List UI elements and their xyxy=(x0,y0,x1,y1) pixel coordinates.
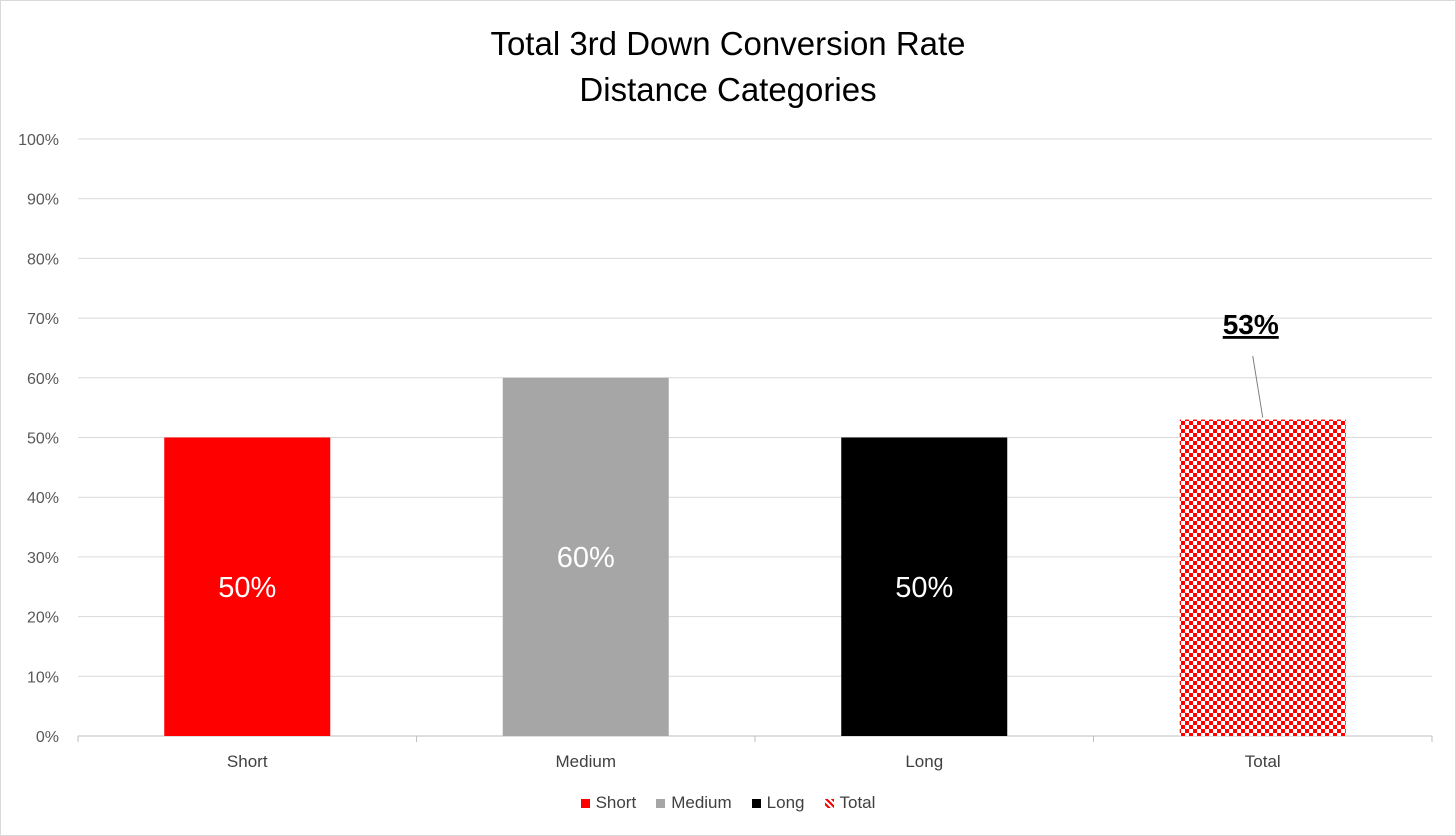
legend-swatch-short xyxy=(580,798,590,808)
y-tick-label: 30% xyxy=(27,550,59,567)
x-tick-label: Total xyxy=(1245,752,1281,771)
legend-swatch-medium xyxy=(656,798,666,808)
y-tick-label: 10% xyxy=(27,669,59,686)
data-label: 60% xyxy=(557,542,615,574)
x-tick-label: Long xyxy=(905,752,943,771)
x-tick-label: Medium xyxy=(556,752,616,771)
data-label: 50% xyxy=(895,572,953,604)
bar-long xyxy=(841,437,1008,736)
y-tick-label: 60% xyxy=(27,371,59,388)
legend-item-medium: Medium xyxy=(656,793,732,813)
legend-swatch-long xyxy=(751,798,761,808)
y-tick-label: 40% xyxy=(27,490,59,507)
y-tick-label: 0% xyxy=(36,729,59,746)
data-label: 53% xyxy=(1223,309,1279,340)
y-tick-label: 70% xyxy=(27,311,59,328)
data-label: 50% xyxy=(218,572,276,604)
legend-label-short: Short xyxy=(595,793,637,812)
x-tick-label: Short xyxy=(227,752,268,771)
legend-label-long: Long xyxy=(766,793,805,812)
chart-subtitle: Distance Categories xyxy=(579,71,877,108)
chart-legend: Short Medium Long Total xyxy=(1,793,1455,813)
bar-short xyxy=(164,437,331,736)
legend-item-short: Short xyxy=(580,793,637,813)
chart-title-line1: Total 3rd Down Conversion Rate xyxy=(490,25,966,62)
legend-label-total: Total xyxy=(839,793,876,812)
y-tick-label: 100% xyxy=(18,132,59,149)
y-tick-label: 50% xyxy=(27,431,59,448)
legend-item-long: Long xyxy=(751,793,805,813)
y-tick-label: 90% xyxy=(27,192,59,209)
bar-total xyxy=(1179,419,1346,736)
y-tick-label: 20% xyxy=(27,610,59,627)
legend-label-medium: Medium xyxy=(671,793,732,812)
legend-swatch-total xyxy=(824,798,834,808)
bar-medium xyxy=(502,377,669,736)
legend-item-total: Total xyxy=(824,793,876,813)
data-label-leader-line xyxy=(1252,355,1264,418)
chart-title: Total 3rd Down Conversion Rate Distance … xyxy=(1,21,1455,113)
y-tick-label: 80% xyxy=(27,251,59,268)
